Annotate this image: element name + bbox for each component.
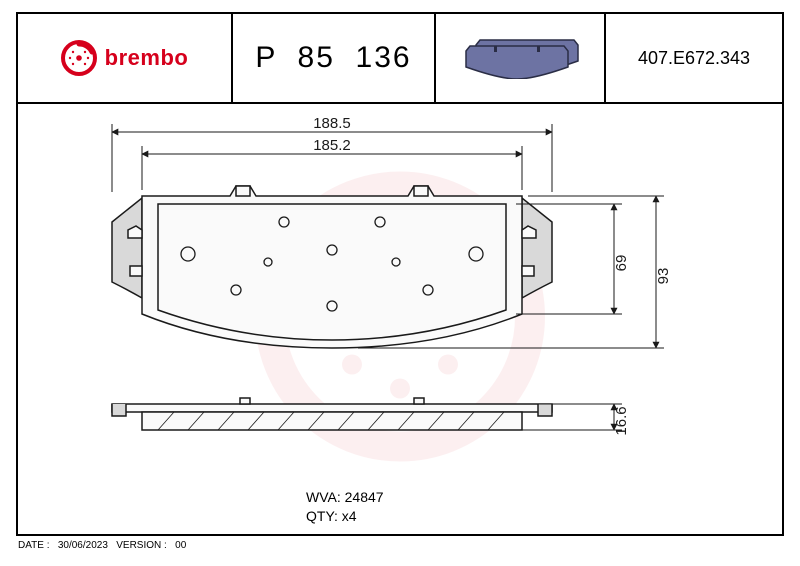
- dim-width-outer: 188.5: [313, 115, 351, 132]
- dim-width-inner: 185.2: [313, 137, 351, 154]
- brembo-logo: brembo: [61, 40, 189, 76]
- footer-line: DATE : 30/06/2023 VERSION : 00: [18, 540, 186, 551]
- reference-code-cell: 407.E672.343: [606, 14, 782, 102]
- date-value: 30/06/2023: [58, 540, 108, 551]
- dim-height-outer: 93: [655, 268, 672, 285]
- version-value: 00: [175, 540, 186, 551]
- wva-value: 24847: [345, 489, 384, 505]
- drawing-frame: brembo P 85 136 407.E672.343: [16, 12, 784, 536]
- dim-height-inner: 69: [613, 255, 630, 272]
- reference-code: 407.E672.343: [638, 48, 750, 69]
- part-number: P 85 136: [255, 41, 411, 75]
- date-label: DATE :: [18, 540, 49, 551]
- drawing-area: 188.5 185.2 69 93: [18, 104, 782, 534]
- qty-value: x4: [342, 508, 357, 524]
- dim-thickness: 16.6: [613, 406, 630, 435]
- technical-drawing: 188.5 185.2 69 93: [18, 104, 782, 534]
- qty-label: QTY:: [306, 507, 338, 526]
- brembo-disc-icon: [61, 40, 97, 76]
- brand-text: brembo: [105, 45, 189, 71]
- version-label: VERSION :: [116, 540, 167, 551]
- header-row: brembo P 85 136 407.E672.343: [18, 14, 782, 104]
- pad-icon-cell: [436, 14, 606, 102]
- wva-label: WVA:: [306, 488, 341, 507]
- part-number-cell: P 85 136: [233, 14, 436, 102]
- info-block: WVA: 24847 QTY: x4: [306, 488, 384, 526]
- brake-pad-icon: [460, 37, 580, 79]
- brand-cell: brembo: [18, 14, 233, 102]
